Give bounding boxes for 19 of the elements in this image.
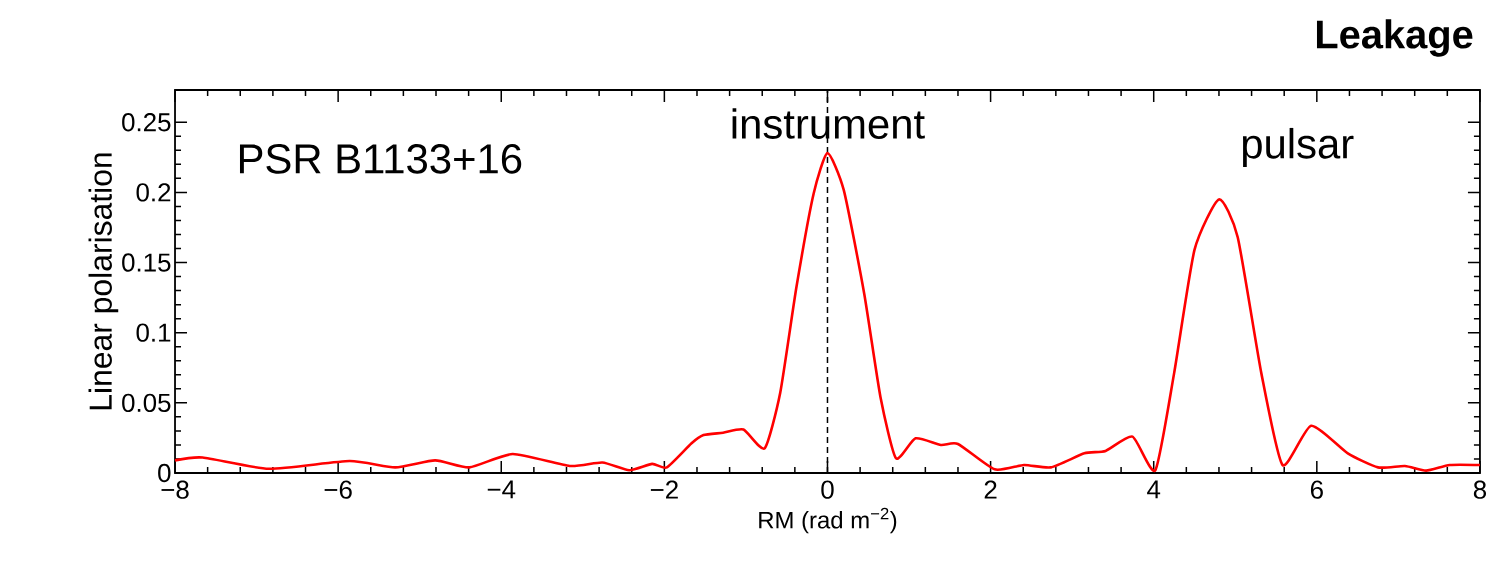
chart-title: Leakage [1316,19,1473,57]
annotation: instrument [732,108,925,139]
x-tick-label: −4 [487,480,516,499]
x-tick-label: 8 [1473,480,1487,499]
y-tick-label: 0.1 [136,323,171,342]
x-tick-label: −6 [324,480,352,499]
annotation: pulsar [1242,127,1354,167]
x-axis-title: RM (rad m$^{−2}$) [759,507,897,534]
y-tick-label: 0.05 [122,393,171,413]
y-tick-label: 0.2 [136,183,171,202]
x-tick-label: 4 [1147,480,1161,499]
x-tick-label: 6 [1310,480,1323,499]
x-tick-label: 2 [984,480,997,499]
y-axis-title: Linear polarisation [88,153,119,410]
x-tick-label: −2 [650,480,678,499]
annotation: PSR B1133+16 [239,144,522,174]
x-tick-label: 0 [821,480,834,499]
y-tick-label: 0.25 [122,113,171,132]
y-tick-label: 0.15 [122,253,171,272]
